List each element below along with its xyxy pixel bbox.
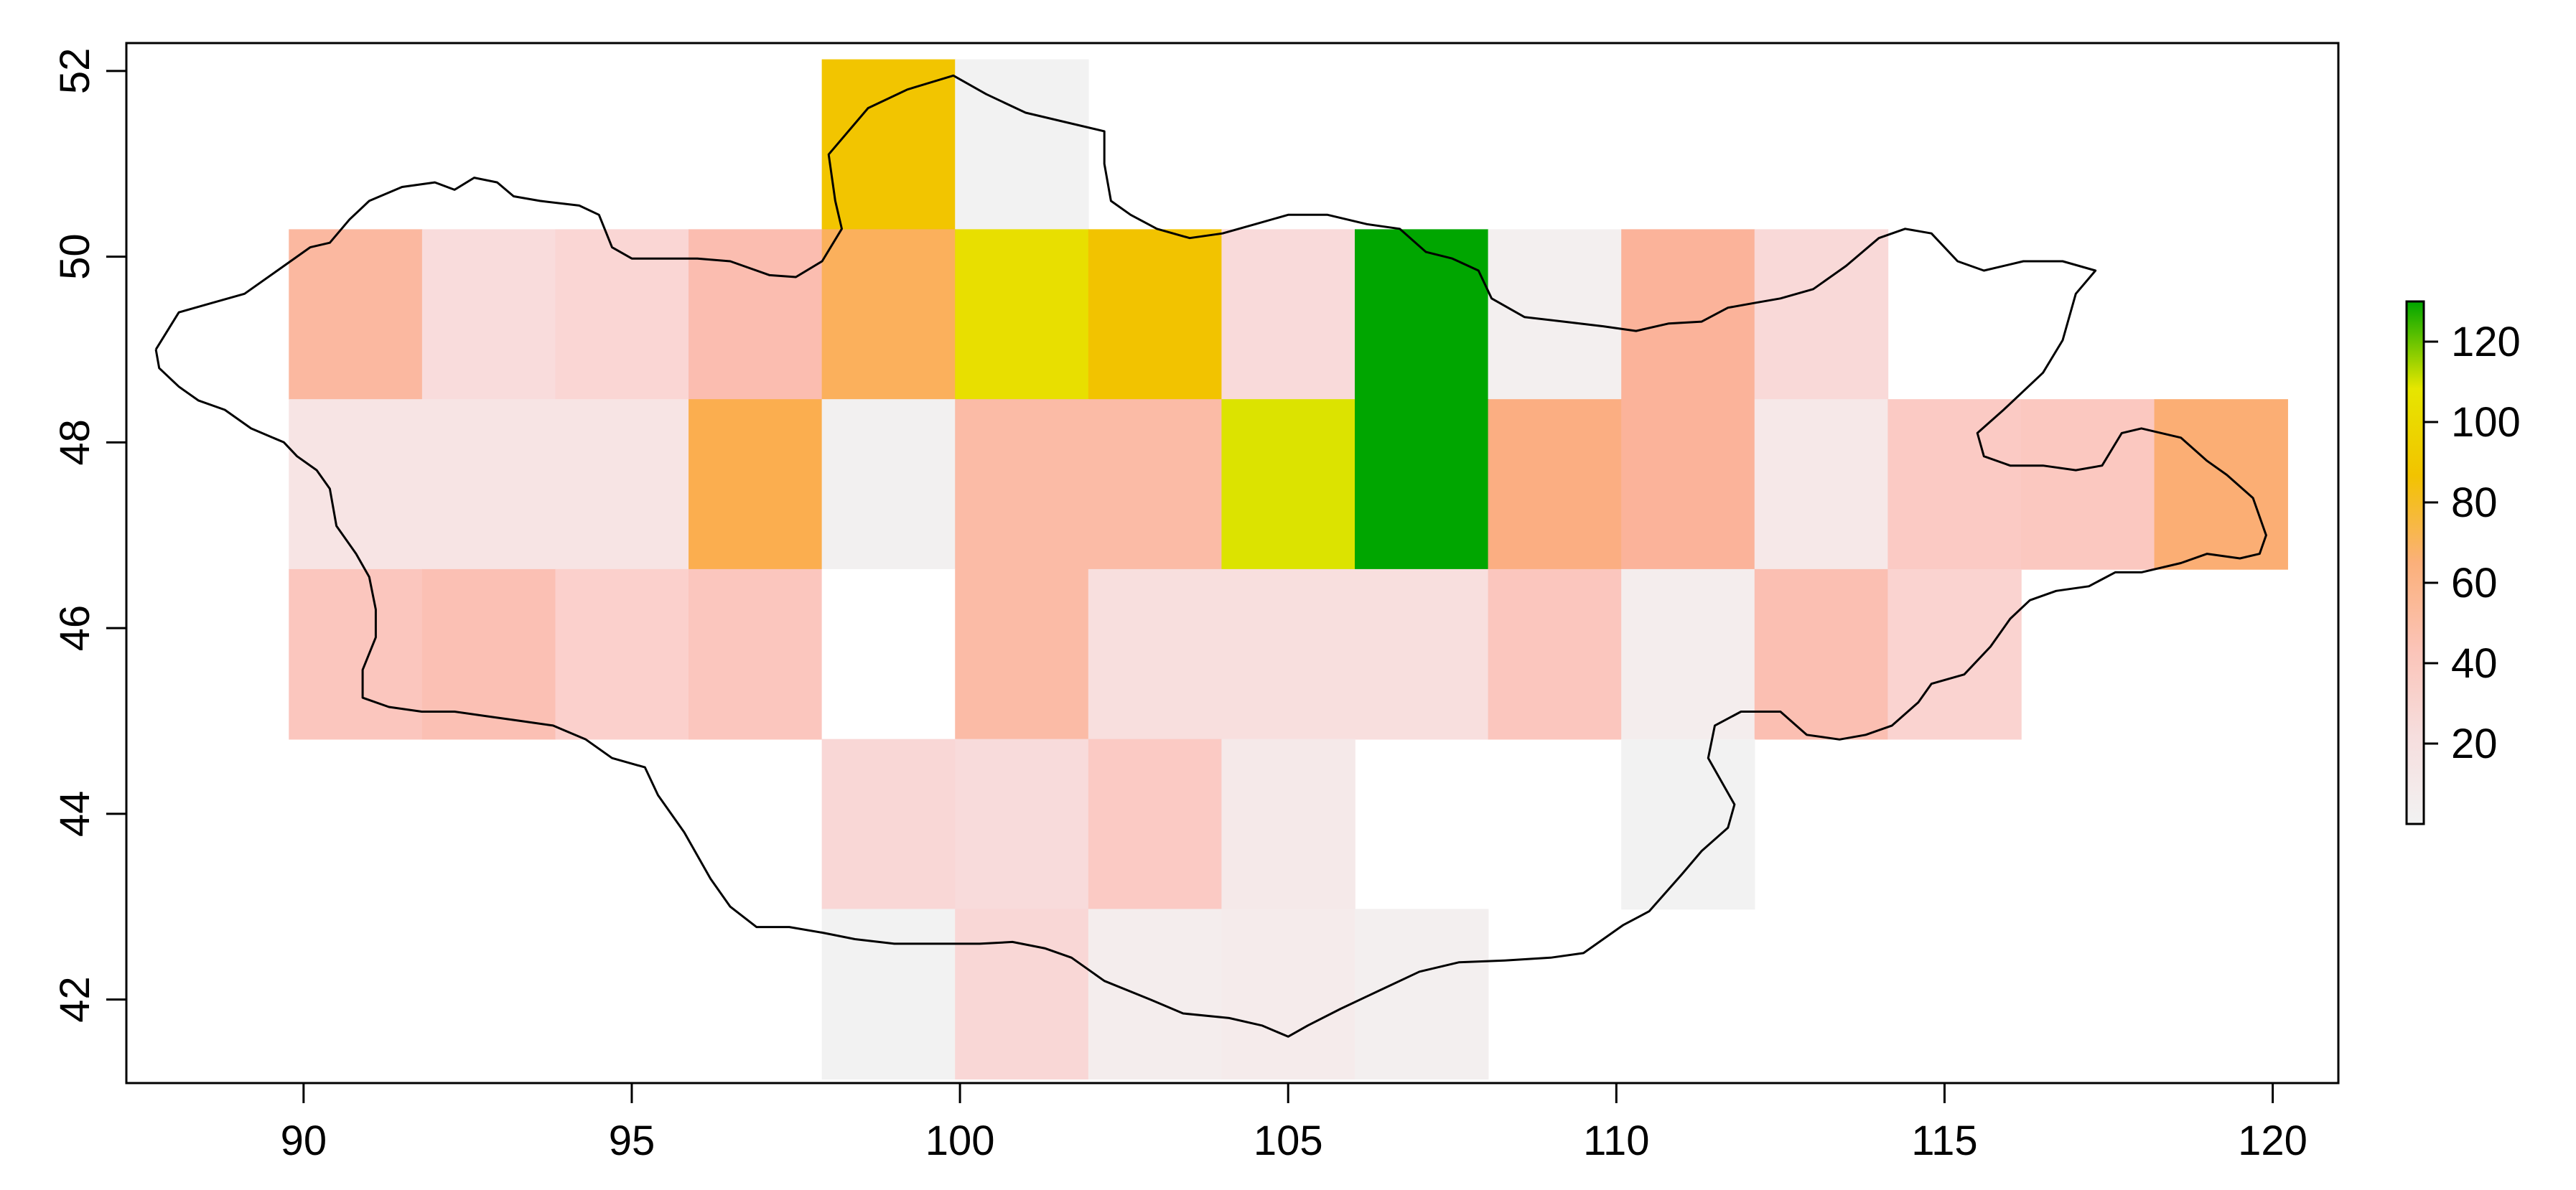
heatmap-cell bbox=[1221, 399, 1355, 570]
y-axis: 42 44 46 48 50 52 bbox=[52, 48, 128, 1023]
colorbar-label: 120 bbox=[2451, 319, 2521, 365]
heatmap-cell bbox=[1621, 229, 1755, 400]
heatmap-cell bbox=[1355, 229, 1489, 400]
colorbar-label: 60 bbox=[2451, 560, 2498, 606]
x-tick-label: 90 bbox=[281, 1118, 327, 1164]
heatmap-cell bbox=[955, 399, 1089, 570]
heatmap-cell bbox=[955, 568, 1089, 740]
heatmap-cell bbox=[1221, 568, 1355, 740]
heatmap-cell bbox=[289, 399, 423, 570]
heatmap-cell bbox=[2020, 399, 2155, 570]
heatmap-cell bbox=[1754, 568, 1889, 740]
x-tick-label: 115 bbox=[1911, 1118, 1977, 1164]
y-tick-label: 50 bbox=[52, 233, 98, 280]
heatmap-cell bbox=[955, 59, 1089, 230]
heatmap-cell bbox=[1088, 568, 1223, 740]
heatmap-cell bbox=[1488, 399, 1622, 570]
heatmap-cell bbox=[2154, 399, 2288, 570]
heatmap-cell bbox=[1887, 568, 2022, 740]
heatmap-cell bbox=[821, 909, 956, 1079]
country-boundary bbox=[154, 74, 2267, 1038]
heatmap-cell bbox=[689, 399, 823, 570]
x-tick-label: 100 bbox=[925, 1118, 995, 1164]
y-tick-label: 42 bbox=[52, 976, 98, 1023]
heatmap-cell bbox=[1754, 229, 1889, 400]
y-tick-label: 44 bbox=[52, 791, 98, 838]
y-tick-label: 46 bbox=[52, 605, 98, 652]
x-tick-label: 120 bbox=[2238, 1118, 2307, 1164]
x-tick-label: 110 bbox=[1583, 1118, 1649, 1164]
y-tick-label: 48 bbox=[52, 419, 98, 466]
heatmap-cell bbox=[1221, 739, 1355, 910]
heatmap-cells bbox=[289, 59, 2288, 1079]
heatmap-cell bbox=[1355, 399, 1489, 570]
heatmap-cell bbox=[289, 568, 423, 740]
colorbar-label: 80 bbox=[2451, 479, 2498, 526]
heatmap-cell bbox=[289, 229, 423, 400]
x-axis: 90 95 100 105 110 115 120 bbox=[281, 1082, 2307, 1164]
colorbar-scale bbox=[2405, 300, 2425, 825]
heatmap-cell bbox=[955, 739, 1089, 910]
heatmap-cell bbox=[1221, 229, 1355, 400]
x-tick-label: 95 bbox=[609, 1118, 655, 1164]
x-tick-label: 105 bbox=[1254, 1118, 1323, 1164]
heatmap-cell bbox=[955, 229, 1089, 400]
heatmap-cell bbox=[1621, 568, 1755, 740]
heatmap-cell bbox=[821, 568, 956, 740]
colorbar-label: 100 bbox=[2451, 399, 2521, 446]
heatmap-cell bbox=[555, 229, 689, 400]
heatmap-cell bbox=[821, 739, 956, 910]
heatmap-cell bbox=[689, 568, 823, 740]
heatmap-cell bbox=[555, 399, 689, 570]
heatmap-cell bbox=[1088, 909, 1223, 1079]
heatmap-cell bbox=[1088, 739, 1223, 910]
heatmap-cell bbox=[1355, 909, 1489, 1079]
heatmap-cell bbox=[1621, 739, 1755, 910]
boundary-line bbox=[154, 74, 2267, 1038]
heatmap-cell bbox=[555, 568, 689, 740]
heatmap-cell bbox=[1221, 909, 1355, 1079]
heatmap-cell bbox=[1088, 399, 1223, 570]
heatmap-cell bbox=[421, 229, 556, 400]
heatmap-cell bbox=[421, 568, 556, 740]
heatmap-cell bbox=[1488, 568, 1622, 740]
heatmap-cell bbox=[821, 229, 956, 400]
heatmap-cell bbox=[955, 909, 1089, 1079]
heatmap-cell bbox=[821, 59, 956, 230]
colorbar-legend: 20 40 60 80 100 120 bbox=[2405, 300, 2521, 825]
heatmap-cell bbox=[689, 229, 823, 400]
heatmap-cell bbox=[1754, 399, 1889, 570]
colorbar-label: 40 bbox=[2451, 640, 2498, 687]
heatmap-cell bbox=[1355, 568, 1489, 740]
heatmap-cell bbox=[421, 399, 556, 570]
heatmap-cell bbox=[1887, 399, 2022, 570]
y-tick-label: 52 bbox=[52, 48, 98, 95]
heatmap-cell bbox=[1488, 229, 1622, 400]
heatmap-cell bbox=[1621, 399, 1755, 570]
heatmap-cell bbox=[1088, 229, 1223, 400]
heatmap-cell bbox=[821, 399, 956, 570]
colorbar-label: 20 bbox=[2451, 721, 2498, 767]
